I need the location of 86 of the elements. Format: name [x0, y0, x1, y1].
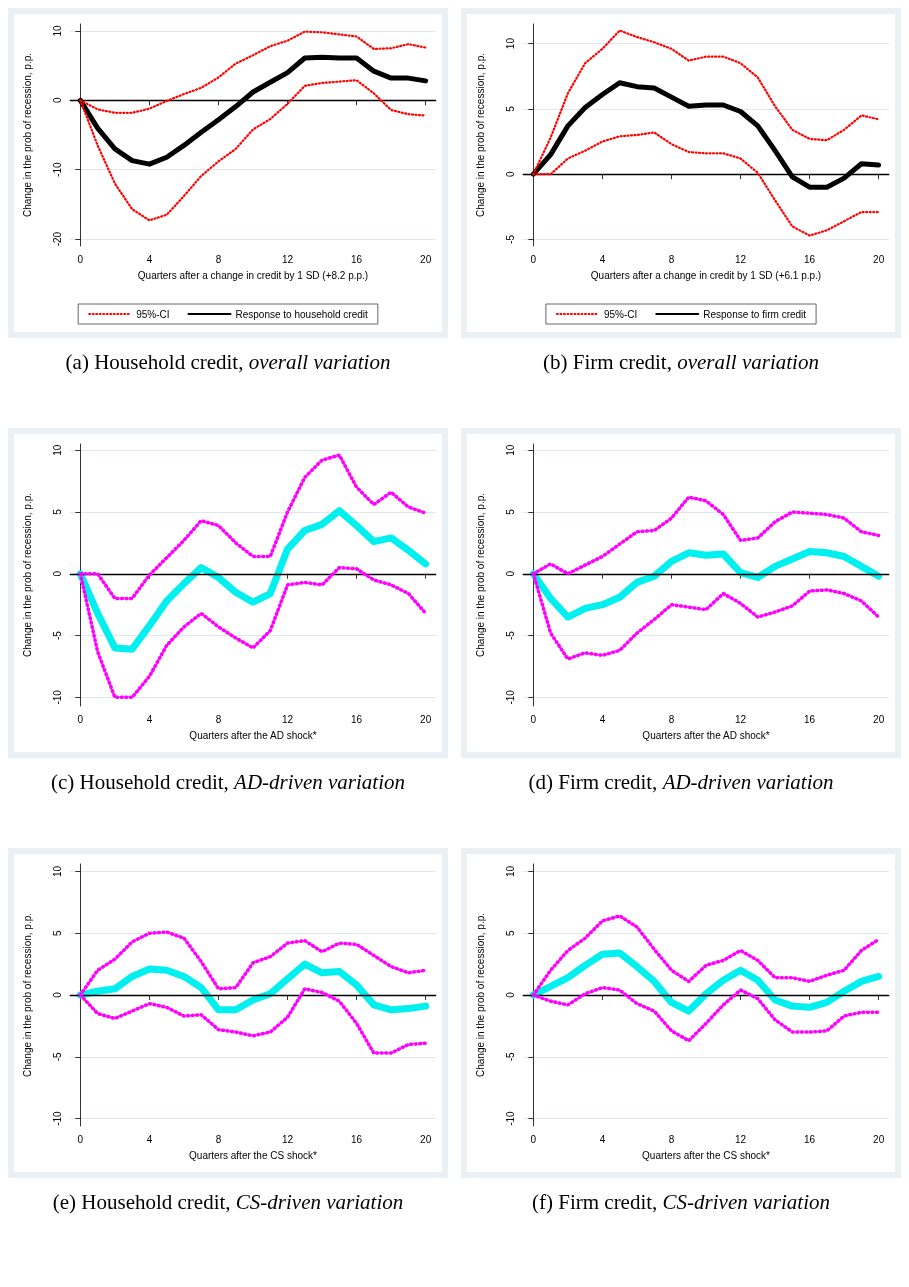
- x-tick-label: 12: [734, 253, 747, 265]
- x-tick-label: 16: [804, 1133, 816, 1145]
- y-tick-label: 0: [51, 991, 63, 998]
- y-tick-label: -20: [51, 231, 63, 247]
- legend-label: Response to firm credit: [703, 308, 807, 320]
- x-axis-title: Quarters after the CS shock*: [642, 1149, 771, 1161]
- x-tick-label: 8: [668, 713, 675, 725]
- y-tick-label: 0: [504, 170, 516, 177]
- x-tick-label: 0: [77, 1133, 84, 1145]
- y-tick-label: -10: [51, 689, 63, 705]
- y-tick-label: -5: [51, 630, 63, 641]
- legend-label: 95%-CI: [136, 308, 170, 320]
- y-tick-label: 0: [51, 97, 63, 104]
- x-tick-label: 20: [420, 713, 432, 725]
- y-tick-label: 0: [51, 570, 63, 577]
- x-axis-title: Quarters after a change in credit by 1 SD (+8.2 p.p.): [137, 269, 369, 281]
- x-tick-label: 12: [734, 713, 747, 725]
- x-tick-label: 16: [351, 253, 363, 265]
- y-tick-label: 5: [51, 929, 63, 936]
- x-tick-label: 4: [599, 713, 606, 725]
- x-tick-label: 0: [77, 253, 84, 265]
- y-tick-label: -10: [504, 689, 516, 705]
- text: (a) Household credit, overall variation: [65, 350, 391, 374]
- text: (b) Firm credit, overall variation: [543, 350, 819, 374]
- y-axis-title: Change in the prob of recession, p.p.: [474, 493, 486, 657]
- x-tick-label: 0: [530, 1133, 537, 1145]
- y-axis-title: Change in the prob of recession, p.p.: [474, 53, 486, 217]
- text: (d) Firm credit, AD-driven variation: [528, 770, 834, 794]
- x-tick-label: 20: [873, 253, 885, 265]
- y-tick-label: 5: [504, 929, 516, 936]
- y-tick-label: 5: [51, 508, 63, 515]
- y-axis-title: Change in the prob of recession, p.p.: [21, 53, 33, 217]
- x-tick-label: 12: [734, 1133, 747, 1145]
- y-tick-label: 10: [51, 444, 63, 456]
- y-tick-label: -5: [504, 1051, 516, 1062]
- x-tick-label: 4: [599, 253, 606, 265]
- x-tick-label: 0: [530, 253, 537, 265]
- y-tick-label: 5: [504, 508, 516, 515]
- x-axis-title: Quarters after the AD shock*: [189, 729, 317, 741]
- y-tick-label: -10: [51, 1110, 63, 1126]
- y-tick-label: 0: [504, 991, 516, 998]
- text: (f) Firm credit, CS-driven variation: [531, 1190, 831, 1214]
- x-axis-title: Quarters after a change in credit by 1 SD (+6.1 p.p.): [590, 269, 822, 281]
- x-tick-label: 20: [873, 1133, 885, 1145]
- x-tick-label: 16: [351, 1133, 363, 1145]
- y-axis-title: Change in the prob of recession, p.p.: [21, 913, 33, 1077]
- x-tick-label: 16: [804, 713, 816, 725]
- x-tick-label: 12: [281, 1133, 294, 1145]
- x-tick-label: 20: [873, 713, 885, 725]
- x-tick-label: 4: [146, 253, 153, 265]
- x-tick-label: 16: [804, 253, 816, 265]
- x-tick-label: 4: [599, 1133, 606, 1145]
- x-axis-title: Quarters after the AD shock*: [642, 729, 770, 741]
- x-tick-label: 8: [215, 1133, 222, 1145]
- x-tick-label: 4: [146, 1133, 153, 1145]
- y-tick-label: 0: [504, 570, 516, 577]
- x-tick-label: 8: [215, 713, 222, 725]
- y-axis-title: Change in the prob of recession, p.p.: [474, 913, 486, 1077]
- x-tick-label: 20: [420, 253, 432, 265]
- legend-label: 95%-CI: [603, 308, 638, 320]
- y-tick-label: 10: [504, 37, 516, 50]
- text: (c) Household credit, AD-driven variation: [51, 770, 405, 794]
- y-tick-label: -10: [504, 1110, 516, 1126]
- x-tick-label: 8: [215, 253, 222, 265]
- y-tick-label: 10: [504, 444, 516, 456]
- y-tick-label: -10: [51, 162, 63, 177]
- text: (e) Household credit, CS-driven variation: [52, 1190, 404, 1214]
- x-tick-label: 12: [281, 713, 294, 725]
- y-axis-title: Change in the prob of recession, p.p.: [21, 493, 33, 657]
- x-tick-label: 12: [281, 253, 294, 265]
- y-tick-label: 10: [51, 865, 63, 877]
- x-tick-label: 16: [351, 713, 363, 725]
- y-tick-label: -5: [51, 1051, 63, 1062]
- x-tick-label: 0: [77, 713, 84, 725]
- x-tick-label: 8: [668, 1133, 675, 1145]
- x-tick-label: 0: [530, 713, 537, 725]
- y-tick-label: -5: [504, 630, 516, 641]
- y-tick-label: 5: [504, 105, 516, 112]
- x-tick-label: 4: [146, 713, 153, 725]
- x-tick-label: 8: [668, 253, 675, 265]
- x-tick-label: 20: [420, 1133, 432, 1145]
- legend-label: Response to household credit: [235, 308, 369, 320]
- x-axis-title: Quarters after the CS shock*: [189, 1149, 318, 1161]
- y-tick-label: -5: [504, 234, 516, 244]
- y-tick-label: 10: [51, 24, 63, 37]
- y-tick-label: 10: [504, 865, 516, 877]
